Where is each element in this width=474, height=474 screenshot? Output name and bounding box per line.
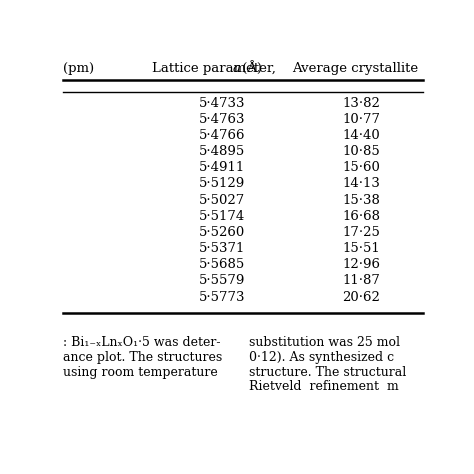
Text: structure. The structural: structure. The structural — [249, 365, 406, 379]
Text: 5·5129: 5·5129 — [199, 177, 245, 191]
Text: 16·68: 16·68 — [343, 210, 381, 223]
Text: 5·4733: 5·4733 — [199, 97, 245, 109]
Text: 5·5174: 5·5174 — [199, 210, 245, 223]
Text: 17·25: 17·25 — [343, 226, 381, 239]
Text: : Bi₁₋ₓLnₓO₁·5 was deter-: : Bi₁₋ₓLnₓO₁·5 was deter- — [63, 337, 220, 349]
Text: 5·4766: 5·4766 — [199, 129, 245, 142]
Text: Rietveld  refinement  m: Rietveld refinement m — [249, 380, 399, 393]
Text: 12·96: 12·96 — [343, 258, 381, 271]
Text: Lattice parameter,: Lattice parameter, — [152, 62, 281, 75]
Text: 10·85: 10·85 — [343, 145, 380, 158]
Text: substitution was 25 mol: substitution was 25 mol — [249, 337, 400, 349]
Text: 5·5579: 5·5579 — [199, 274, 245, 287]
Text: 0·12). As synthesized c: 0·12). As synthesized c — [249, 351, 394, 364]
Text: 14·40: 14·40 — [343, 129, 380, 142]
Text: ance plot. The structures: ance plot. The structures — [63, 351, 222, 364]
Text: 5·5773: 5·5773 — [199, 291, 245, 304]
Text: 15·60: 15·60 — [343, 161, 381, 174]
Text: (pm): (pm) — [63, 62, 94, 75]
Text: 5·4763: 5·4763 — [199, 113, 245, 126]
Text: using room temperature: using room temperature — [63, 365, 218, 379]
Text: 14·13: 14·13 — [343, 177, 381, 191]
Text: 15·38: 15·38 — [343, 193, 381, 207]
Text: 5·5027: 5·5027 — [199, 193, 245, 207]
Text: 20·62: 20·62 — [343, 291, 381, 304]
Text: 13·82: 13·82 — [343, 97, 381, 109]
Text: 5·5371: 5·5371 — [199, 242, 245, 255]
Text: 15·51: 15·51 — [343, 242, 380, 255]
Text: 10·77: 10·77 — [343, 113, 381, 126]
Text: Average crystallite: Average crystallite — [292, 62, 418, 75]
Text: 11·87: 11·87 — [343, 274, 381, 287]
Text: (Å): (Å) — [238, 62, 262, 75]
Text: a: a — [232, 62, 240, 75]
Text: 5·5260: 5·5260 — [199, 226, 245, 239]
Text: 5·4895: 5·4895 — [199, 145, 245, 158]
Text: 5·5685: 5·5685 — [199, 258, 245, 271]
Text: 5·4911: 5·4911 — [199, 161, 245, 174]
